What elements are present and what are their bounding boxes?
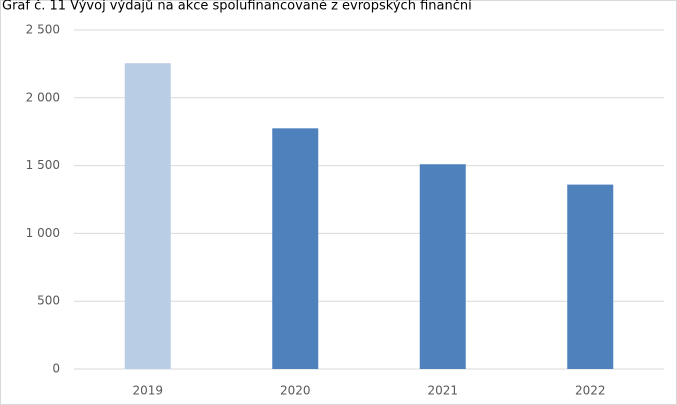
bar (272, 128, 319, 369)
y-tick-label: 2 500 (26, 23, 60, 37)
bar (567, 184, 614, 369)
chart-title: Graf č. 11 Vývoj výdajů na akce spolufin… (2, 0, 472, 14)
y-tick-label: 1 500 (26, 158, 60, 172)
y-tick-label: 0 (52, 362, 60, 376)
bar (124, 63, 171, 370)
x-tick-label: 2019 (132, 384, 163, 398)
x-tick-label: 2022 (575, 384, 606, 398)
x-tick-label: 2021 (427, 384, 458, 398)
bar (419, 164, 466, 369)
y-tick-label: 2 000 (26, 90, 60, 104)
y-tick-label: 500 (37, 294, 60, 308)
y-tick-label: 1 000 (26, 226, 60, 240)
x-tick-label: 2020 (280, 384, 311, 398)
